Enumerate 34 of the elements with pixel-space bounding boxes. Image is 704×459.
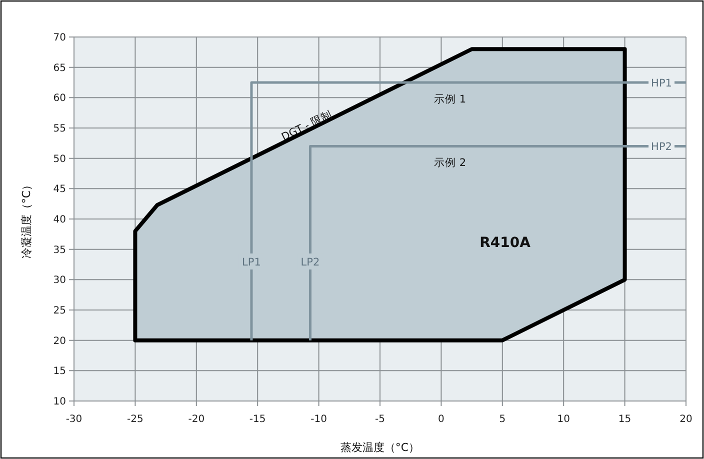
annotation: LP2 (300, 256, 320, 268)
x-axis-title: 蒸发温度（°C） (340, 441, 420, 454)
x-tick-label: -20 (188, 414, 205, 425)
y-tick-label: 45 (53, 184, 66, 196)
x-tick-label: 15 (618, 414, 632, 425)
x-tick-label: 0 (438, 414, 444, 425)
y-tick-label: 65 (53, 62, 66, 74)
y-tick-label: 35 (53, 244, 66, 256)
y-tick-label: 50 (53, 154, 66, 165)
y-tick-label: 10 (53, 396, 66, 408)
x-tick-label: -15 (249, 414, 266, 425)
x-tick-label: 5 (499, 414, 506, 425)
annotation: HP1 (651, 78, 672, 90)
y-tick-label: 25 (53, 306, 66, 316)
y-tick-label: 15 (53, 366, 66, 378)
y-tick-label: 70 (53, 32, 66, 44)
x-tick-label: 20 (680, 414, 692, 425)
annotation: R410A (480, 235, 531, 251)
annotation: HP2 (651, 141, 672, 154)
y-tick-label: 20 (53, 336, 66, 347)
y-tick-label: 60 (53, 93, 66, 104)
annotation: 示例 1 (434, 94, 466, 106)
y-axis-title: 冷凝温度（°C） (20, 179, 33, 259)
y-tick-label: 55 (53, 124, 66, 134)
x-tick-label: -10 (310, 414, 327, 425)
x-tick-label: -5 (375, 414, 385, 425)
annotation: DGT - 限制 (279, 107, 334, 144)
x-tick-label: -30 (66, 414, 82, 425)
x-tick-label: 10 (557, 414, 570, 425)
x-tick-label: -25 (127, 414, 144, 425)
y-tick-label: 40 (53, 214, 66, 226)
annotation: LP1 (242, 256, 261, 268)
y-tick-label: 30 (53, 275, 66, 286)
annotation: 示例 2 (434, 157, 466, 170)
